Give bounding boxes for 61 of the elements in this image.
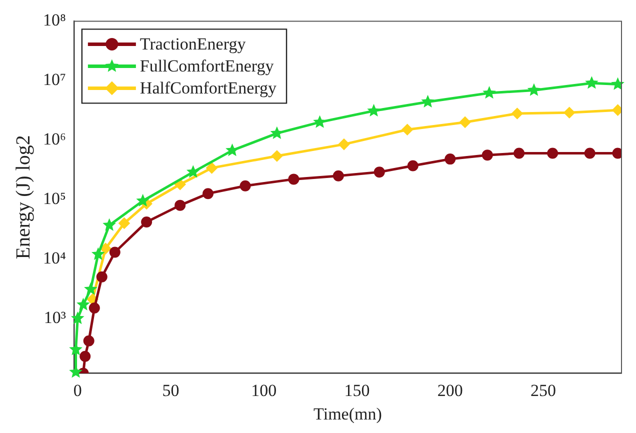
point <box>547 148 558 159</box>
point <box>611 77 624 90</box>
x-tick-label: 50 <box>162 380 180 400</box>
point <box>136 194 150 207</box>
point <box>374 166 385 178</box>
point <box>202 188 214 200</box>
point <box>288 174 300 185</box>
point <box>332 170 344 182</box>
y-tick-label: 10⁸ <box>42 10 66 30</box>
y-tick-label: 10⁴ <box>42 248 66 268</box>
point <box>174 178 186 190</box>
point <box>514 148 525 159</box>
x-tick-label: 150 <box>344 380 370 400</box>
point <box>407 160 418 172</box>
point <box>584 148 596 159</box>
point <box>186 165 200 178</box>
point <box>271 150 282 162</box>
legend-label: HalfComfortEnergy <box>140 78 278 98</box>
point <box>240 180 251 192</box>
x-tick-label: 100 <box>251 380 277 400</box>
point <box>80 350 91 362</box>
point <box>91 247 105 260</box>
point <box>118 218 130 229</box>
point <box>460 116 471 128</box>
x-tick-label: 250 <box>530 380 556 400</box>
point <box>527 83 541 96</box>
point <box>109 246 120 258</box>
point <box>69 342 82 356</box>
point <box>84 282 98 295</box>
point <box>402 124 413 136</box>
point <box>482 150 493 161</box>
x-tick-label: 0 <box>73 380 82 400</box>
point <box>564 107 575 118</box>
point <box>313 115 326 128</box>
point <box>174 200 186 211</box>
point <box>70 311 84 324</box>
point <box>367 104 380 117</box>
legend-label: TractionEnergy <box>140 34 246 54</box>
point <box>96 271 108 282</box>
point <box>141 216 152 228</box>
point <box>585 76 598 89</box>
point <box>512 108 523 120</box>
y-axis-title: Energy (J) log2 <box>12 135 34 260</box>
point <box>226 143 239 156</box>
point <box>206 162 218 174</box>
point <box>83 335 94 346</box>
y-tick-label: 10⁵ <box>42 189 66 208</box>
point <box>100 243 112 254</box>
point <box>102 218 116 231</box>
y-tick-label: 10⁷ <box>42 70 66 90</box>
point <box>482 86 496 99</box>
point <box>421 94 434 108</box>
legend-label: FullComfortEnergy <box>140 56 274 76</box>
x-axis-title: Time(mn) <box>314 404 382 424</box>
point <box>444 154 456 165</box>
point <box>338 138 350 150</box>
x-tick-label: 200 <box>437 380 463 400</box>
y-tick-label: 10³ <box>44 308 66 327</box>
y-tick-label: 10⁶ <box>42 130 66 149</box>
point <box>76 298 90 310</box>
point <box>88 302 100 314</box>
